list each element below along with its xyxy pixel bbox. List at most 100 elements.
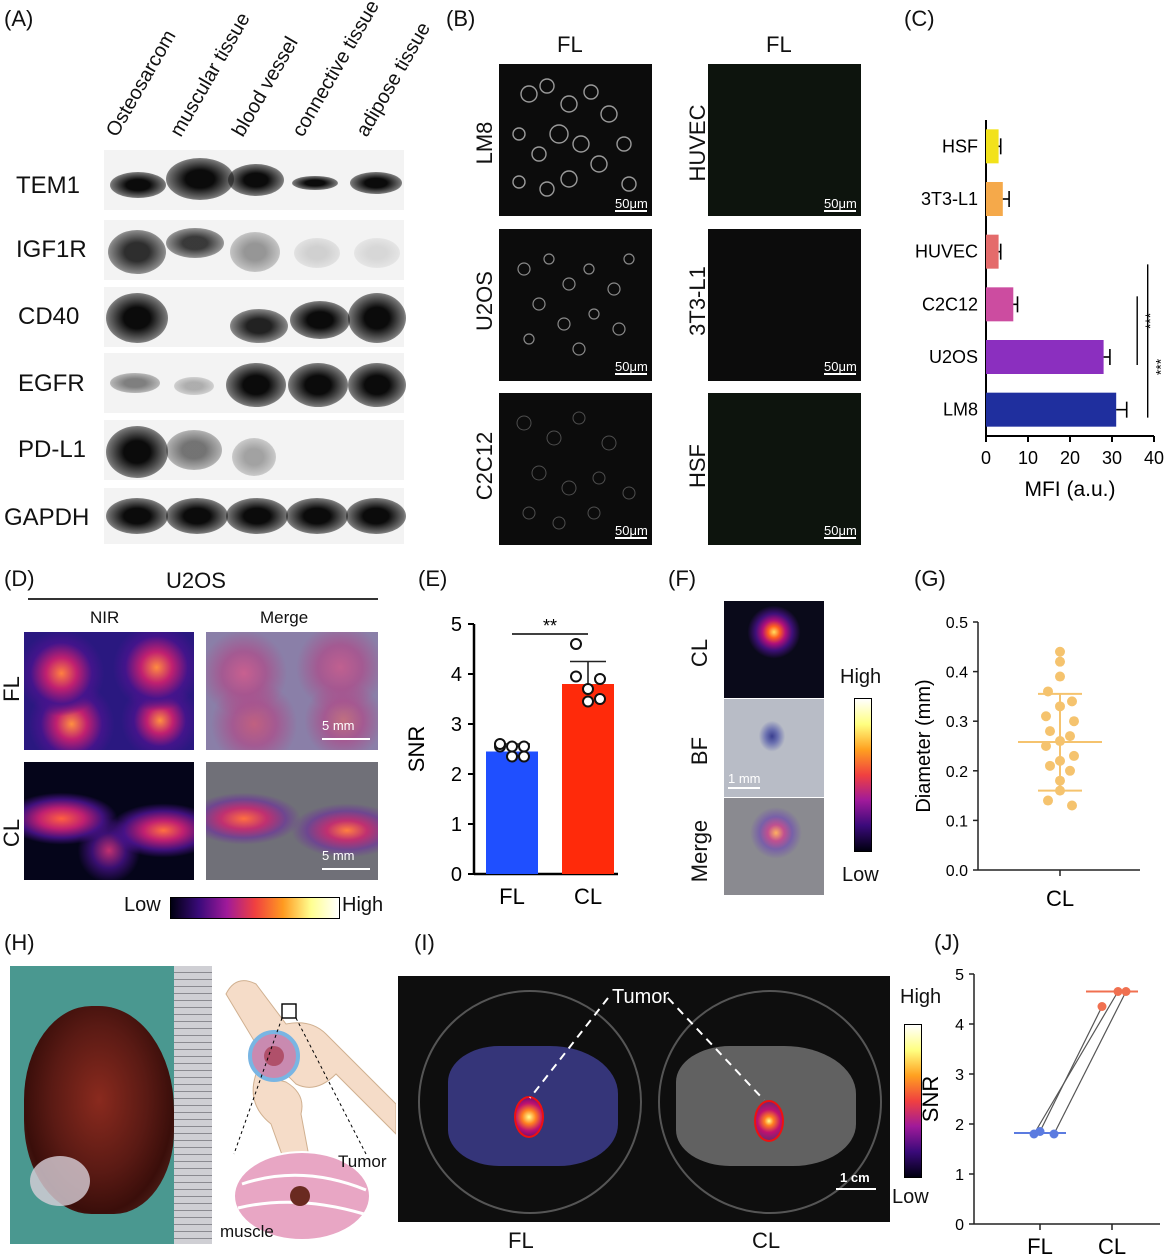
x-tick-label: CL [1098, 1234, 1126, 1256]
panel-d-label: (D) [4, 566, 35, 591]
y-tick-label: 0 [451, 864, 462, 886]
scale-bar [824, 210, 856, 212]
data-point [1067, 696, 1077, 707]
f-cbar-low: Low [842, 864, 879, 886]
i-cl-label: CL [752, 1228, 781, 1253]
y-tick-label: 0.2 [946, 764, 968, 781]
micrograph-c2c12: 50μm [499, 393, 652, 545]
x-tick-label: 30 [1102, 448, 1122, 468]
x-tick-label: CL [574, 884, 602, 909]
y-tick-label: 3 [955, 1067, 964, 1084]
data-point [1055, 671, 1065, 682]
f-bf-image: 1 mm [724, 699, 824, 797]
data-point [518, 740, 530, 753]
row-label: EGFR [18, 370, 85, 397]
data-point [582, 695, 594, 708]
data-point [1045, 760, 1055, 771]
panel-d-col2: Merge [260, 608, 309, 627]
f-cbar-high: High [840, 666, 882, 688]
bar-C2C12 [986, 287, 1014, 322]
f-cl-image [724, 601, 824, 698]
i-cbar-high: High [900, 986, 942, 1008]
data-point [1041, 741, 1051, 751]
cbar-low-label: Low [124, 894, 161, 916]
blot-tem1 [104, 150, 404, 210]
scale-bar-label: 5 mm [322, 718, 355, 733]
row-label: PD-L1 [18, 436, 87, 463]
data-point [570, 670, 582, 683]
scale-bar-label: 1 cm [840, 1170, 870, 1185]
panel-g-label: (G) [914, 566, 946, 591]
blot-gapdh [104, 488, 406, 544]
sig-label: ** [543, 616, 557, 636]
y-tick-label: 5 [451, 614, 462, 636]
panel-a-label: (A) [4, 6, 34, 31]
scale-bar-label: 50μm [824, 196, 857, 211]
i-tumor-label: Tumor [612, 986, 670, 1008]
data-point [1055, 656, 1065, 667]
nir-cl-image [24, 762, 194, 880]
colorbar-d [170, 897, 340, 919]
data-point [1069, 716, 1079, 727]
bar-LM8 [986, 392, 1117, 427]
category-label: HSF [942, 136, 978, 156]
scale-bar-label: 1 mm [728, 771, 761, 786]
data-point [570, 638, 582, 650]
scale-bar [322, 868, 370, 870]
panel-f-label: (F) [668, 566, 697, 591]
x-tick-label: 20 [1060, 448, 1080, 468]
y-tick-label: 4 [955, 1017, 964, 1034]
panel-j-label: (J) [934, 930, 960, 955]
blot-egfr [104, 353, 406, 413]
y-tick-label: 1 [451, 814, 462, 836]
chart-j: 0 1 2 3 4 5 SNR FL CL [920, 967, 1160, 1256]
y-tick-label: 0.4 [946, 665, 968, 682]
data-point [494, 738, 506, 750]
row-label: GAPDH [4, 504, 90, 531]
scale-bar-label: 50μm [615, 523, 648, 538]
h-muscle-label: muscle [220, 1222, 274, 1241]
micrograph-huvec: 50μm [708, 64, 861, 216]
y-tick-label: 0 [955, 1217, 964, 1234]
data-point [594, 693, 606, 705]
micrograph-u2os: 50μm [499, 229, 652, 381]
micrograph-lm8: 50μm [499, 64, 652, 216]
panel-b-col2-title: FL [766, 32, 792, 57]
panel-b-col1-title: FL [557, 32, 583, 57]
data-point [506, 740, 518, 753]
scale-bar-label: 50μm [615, 196, 648, 211]
bar-U2OS [986, 340, 1104, 374]
data-point [1067, 800, 1077, 811]
panel-e-label: (E) [418, 566, 448, 591]
category-label: C2C12 [922, 294, 978, 314]
category-label: U2OS [929, 347, 978, 367]
panel-b-row-label: LM8 [472, 121, 497, 165]
data-point [1035, 1127, 1045, 1136]
scale-bar [615, 210, 647, 212]
scale-bar-label: 50μm [824, 523, 857, 538]
panel-d-col1: NIR [90, 608, 120, 627]
scale-bar [824, 537, 856, 539]
blot-igf1r [104, 220, 404, 280]
micrograph-3t3l1: 50μm [708, 229, 861, 381]
data-point [582, 683, 594, 695]
colorbar-f [854, 698, 872, 852]
row-label: TEM1 [16, 172, 81, 199]
merge-cl-image: 5 mm [206, 762, 378, 880]
scale-bar [824, 373, 856, 375]
y-tick-label: 5 [955, 967, 964, 984]
data-point [1113, 987, 1123, 996]
blot-pdl1 [104, 420, 404, 480]
data-point [1065, 731, 1075, 742]
panel-b-row-label: C2C12 [472, 431, 497, 501]
h-tumor-label: Tumor [338, 1152, 387, 1171]
merge-fl-image: 5 mm [206, 632, 378, 750]
scale-bar-label: 50μm [615, 359, 648, 374]
data-point [1043, 686, 1053, 697]
y-tick-label: 2 [955, 1117, 964, 1134]
pair-line [1053, 991, 1127, 1135]
bar-3T3-L1 [986, 182, 1003, 216]
chart-c: 0 10 20 30 40 MFI (a.u.) HSF 3T3-L1 HUVEC C2C12 U2… [915, 120, 1167, 501]
y-tick-label: 1 [955, 1167, 964, 1184]
i-image: Tumor 1 cm [398, 976, 890, 1222]
